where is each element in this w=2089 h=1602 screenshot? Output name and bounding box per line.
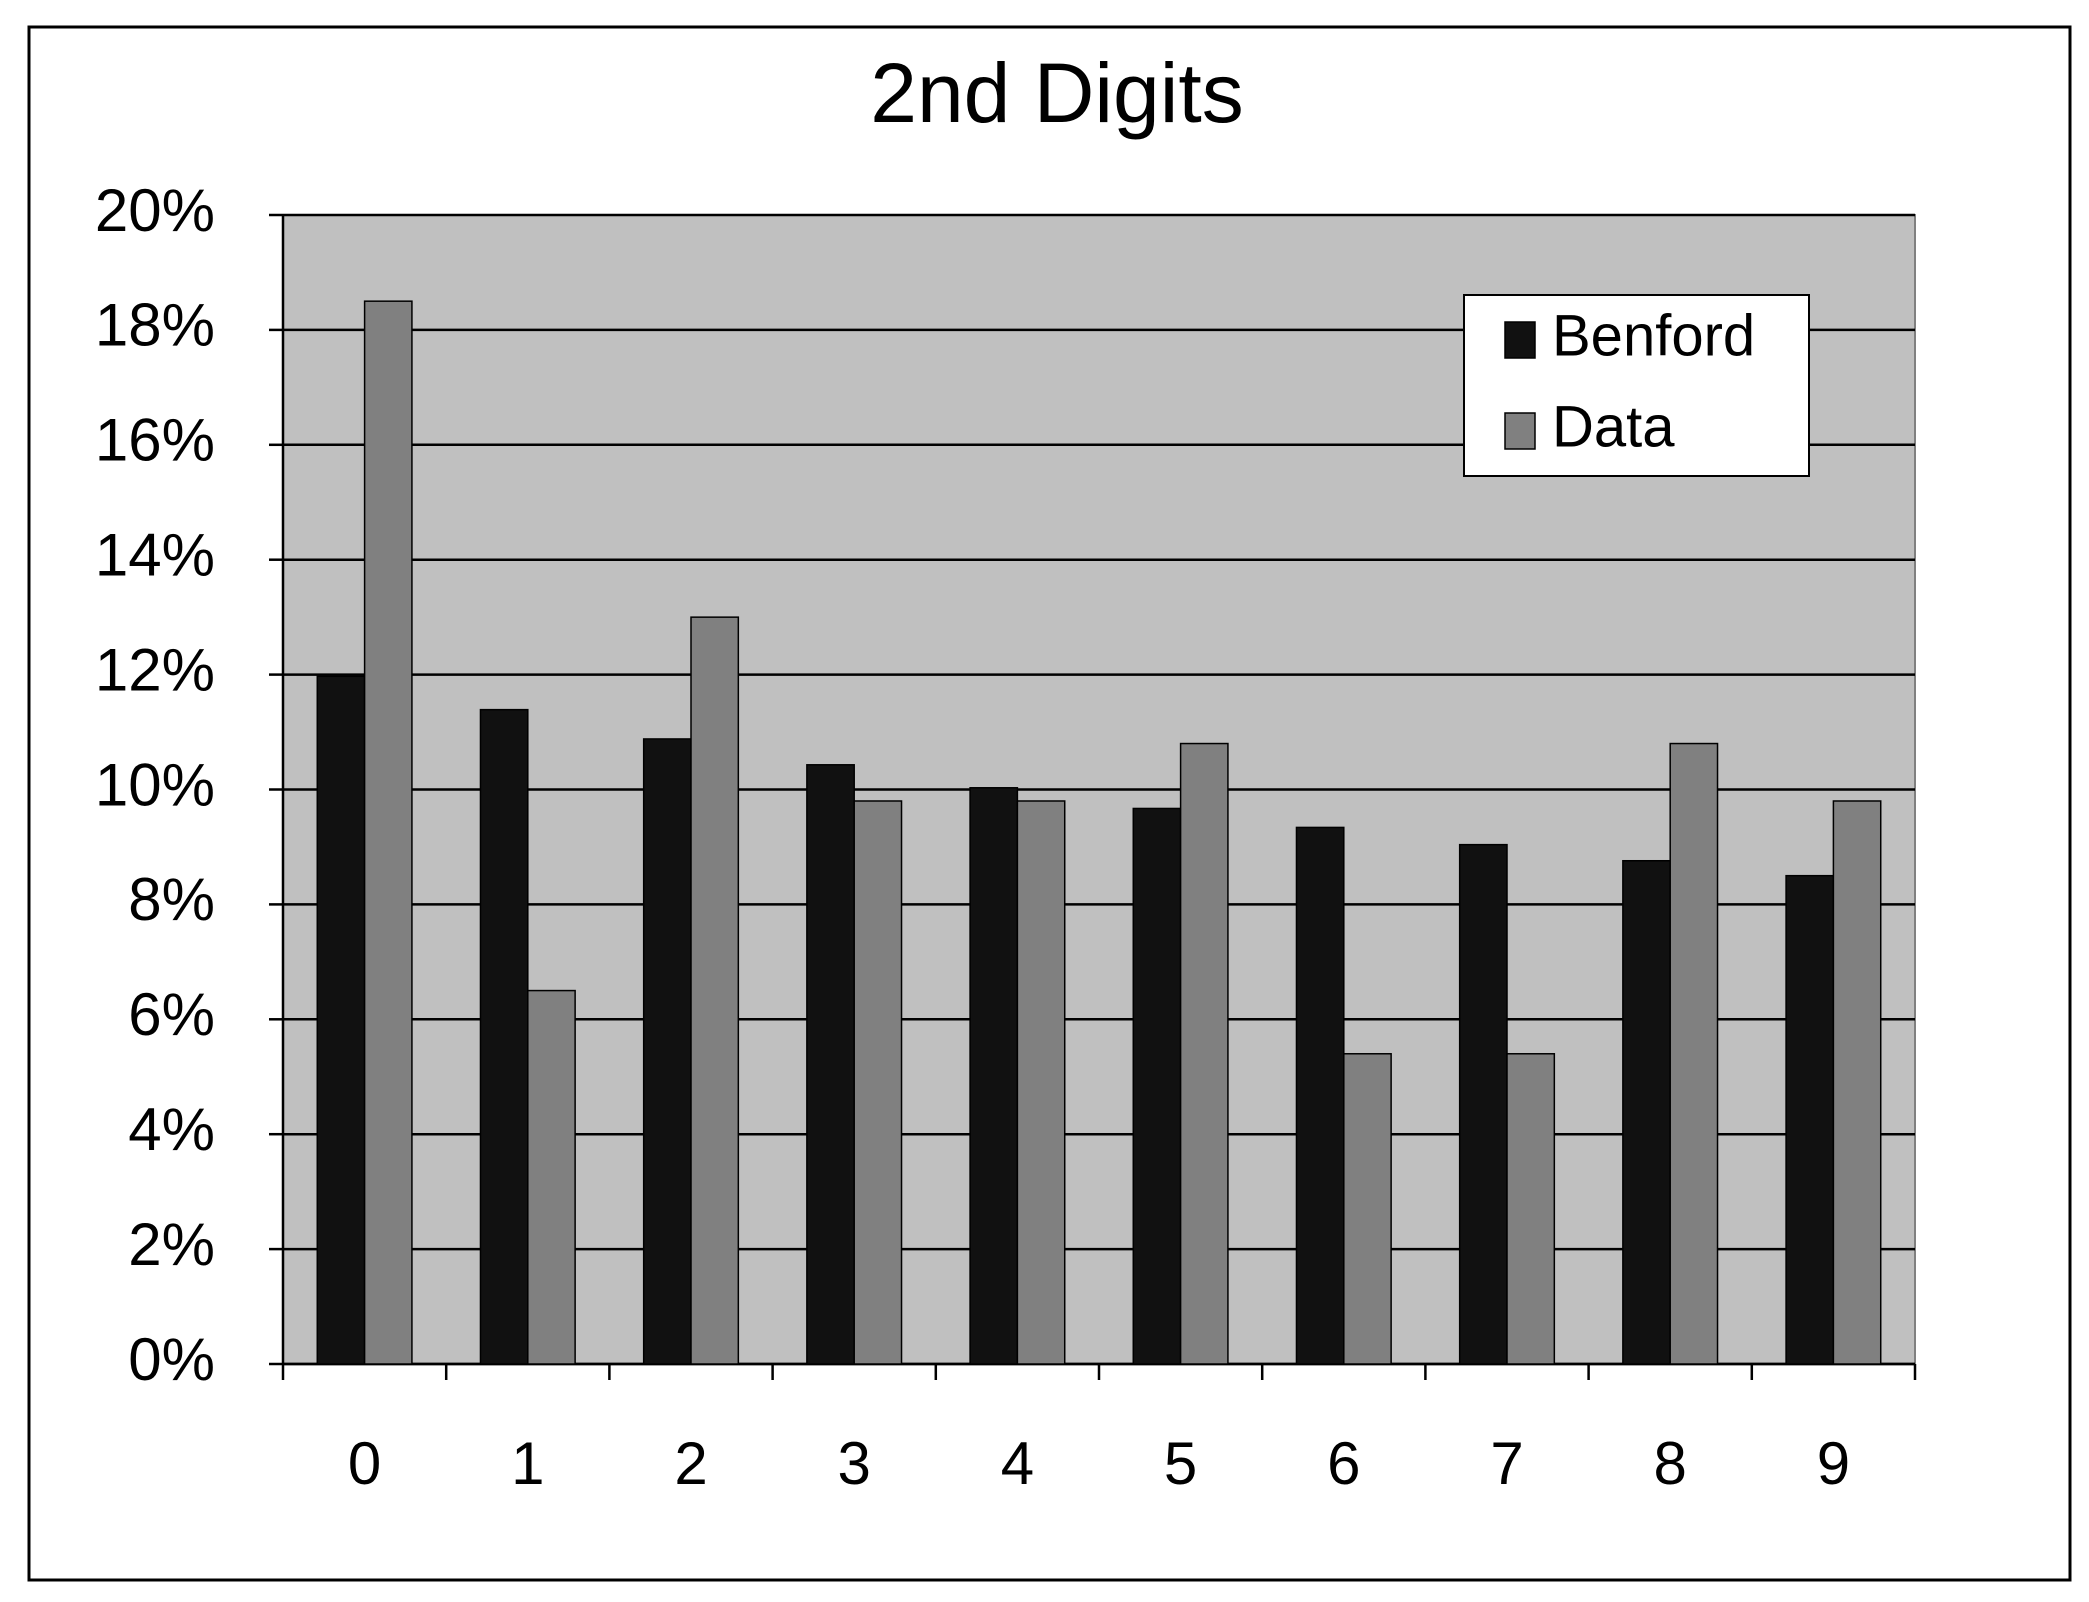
x-tick-label: 2 (674, 1430, 707, 1497)
y-tick-label: 2% (128, 1211, 215, 1278)
x-tick-label: 5 (1164, 1430, 1197, 1497)
legend-label: Data (1552, 394, 1675, 459)
bar (806, 764, 855, 1365)
x-tick-label: 0 (348, 1430, 381, 1497)
x-tick-label: 4 (1001, 1430, 1034, 1497)
bar (1132, 807, 1182, 1365)
x-tick-label: 6 (1327, 1430, 1360, 1497)
y-tick-label: 12% (95, 636, 215, 703)
bar (642, 738, 692, 1365)
y-tick-label: 14% (95, 522, 215, 589)
y-tick-label: 6% (128, 981, 215, 1048)
y-tick-label: 18% (95, 292, 215, 359)
bar (1622, 859, 1671, 1365)
y-tick-label: 10% (95, 751, 215, 818)
bar (1669, 742, 1719, 1365)
bar (1343, 1053, 1392, 1365)
bar (1458, 843, 1508, 1365)
y-tick-label: 8% (128, 866, 215, 933)
y-tick-label: 0% (128, 1326, 215, 1393)
legend-swatch (1504, 412, 1536, 450)
bar (1179, 742, 1229, 1365)
bar (969, 787, 1019, 1365)
bar (316, 675, 366, 1365)
y-tick-label: 20% (95, 177, 215, 244)
bar (1016, 800, 1066, 1365)
bar (1506, 1053, 1556, 1365)
x-tick-label: 9 (1817, 1430, 1850, 1497)
bar (527, 989, 576, 1365)
x-tick-label: 1 (511, 1430, 544, 1497)
bar (479, 708, 529, 1365)
x-tick-label: 3 (838, 1430, 871, 1497)
bar (363, 300, 413, 1365)
x-tick-label: 7 (1490, 1430, 1523, 1497)
legend-swatch (1504, 321, 1536, 359)
bar (1785, 874, 1835, 1365)
x-tick-label: 8 (1654, 1430, 1687, 1497)
legend-label: Benford (1552, 303, 1755, 368)
bar (853, 800, 903, 1365)
bar (690, 616, 740, 1365)
bar (1295, 826, 1345, 1365)
y-tick-label: 4% (128, 1096, 215, 1163)
bar (1832, 800, 1882, 1365)
chart-title: 2nd Digits (870, 46, 1244, 140)
y-tick-label: 16% (95, 407, 215, 474)
